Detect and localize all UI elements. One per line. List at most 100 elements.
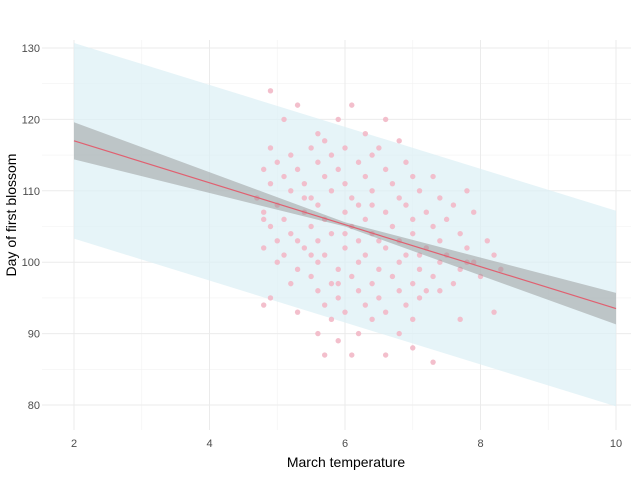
data-point [382,116,389,123]
data-point [464,188,470,194]
data-point [261,209,267,215]
data-point [376,266,382,273]
y-axis-title: Day of first blossom [3,154,19,277]
data-point [403,202,409,208]
data-point [416,295,423,301]
data-point [457,266,463,273]
data-point [274,238,280,244]
data-point [410,173,416,180]
data-point [369,188,375,194]
data-point [362,252,369,258]
data-point [437,288,443,294]
data-point [342,180,348,187]
data-point [355,202,362,208]
data-point [362,302,369,308]
data-point [294,309,301,315]
data-point [416,266,423,273]
data-point [301,180,308,187]
data-point [423,288,429,294]
data-point [315,202,321,208]
data-point [308,252,314,258]
data-point [369,280,375,287]
data-point [450,202,457,208]
data-point [321,138,328,144]
data-point [416,188,423,194]
y-tick-label: 80 [28,400,40,412]
data-point [315,238,321,244]
data-point [261,216,267,223]
y-tick-label: 100 [22,257,40,269]
data-point [328,188,335,194]
data-point [450,280,457,287]
data-point [308,223,314,230]
data-point [355,238,362,244]
data-point [410,280,416,287]
data-point [369,316,375,323]
y-tick-labels: 80 90 100 110 120 130 [22,43,40,412]
data-point [328,316,335,323]
data-point [328,280,335,287]
data-point [261,302,267,308]
data-point [349,195,355,201]
data-point [335,280,341,287]
data-point [457,230,463,237]
data-point [396,138,402,144]
data-point [389,273,396,280]
data-point [355,330,362,337]
data-point [430,223,436,230]
data-point [369,202,375,208]
data-point [376,295,382,301]
fit-line [73,140,617,310]
data-point [315,130,321,137]
data-point [471,209,477,215]
data-point [437,259,443,265]
data-point [288,152,294,158]
data-point [288,280,294,287]
data-point [342,309,348,315]
data-point [349,352,355,358]
data-point [443,216,450,223]
confidence-band-layer [74,122,616,325]
data-point [349,273,355,280]
data-point [315,288,321,294]
data-point [335,338,341,344]
data-point [369,152,375,158]
data-point [349,102,355,108]
data-point [335,295,341,301]
data-point [382,245,389,251]
data-point [389,180,396,187]
data-point [477,273,484,280]
data-point [321,352,328,358]
data-point [261,245,267,251]
data-point [301,245,308,251]
data-point [308,195,314,201]
data-point [491,309,497,315]
y-tick-label: 90 [28,329,40,341]
data-point [403,159,409,165]
data-point [315,259,321,265]
data-point [416,252,423,258]
y-tick-label: 120 [22,114,40,126]
data-point [382,209,389,215]
x-tick-label: 8 [477,438,483,450]
data-point [457,316,463,323]
data-point [267,145,274,151]
data-point [267,223,274,230]
data-point [281,116,287,123]
data-point [342,145,348,151]
data-point [267,180,274,187]
data-point [396,288,402,294]
data-points [254,88,504,365]
confidence-band [74,122,616,325]
data-point [355,288,362,294]
data-point [362,130,369,137]
data-point [335,266,341,273]
data-point [484,238,490,244]
data-point [328,230,335,237]
data-point [294,102,301,108]
data-point [321,302,328,308]
data-point [355,259,362,265]
data-point [294,166,301,173]
data-point [430,359,436,365]
data-point [261,166,267,173]
